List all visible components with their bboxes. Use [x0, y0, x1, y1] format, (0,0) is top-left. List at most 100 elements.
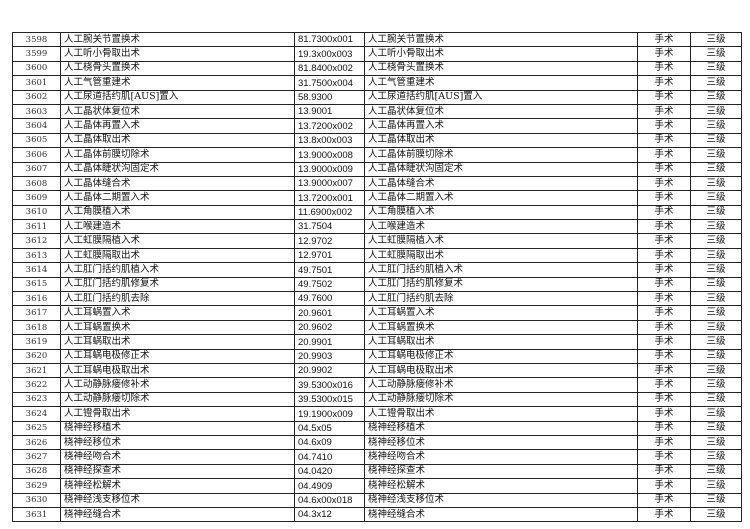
procedure-name-2: 人工耳蜗置换术	[364, 319, 638, 336]
level: 三级	[690, 204, 742, 221]
level: 三级	[690, 506, 742, 523]
row-number: 3617	[12, 305, 61, 321]
procedure-name: 人工尿道括约肌[AUS]置入	[60, 89, 295, 105]
category: 手术	[637, 334, 691, 350]
table-row: 3602 人工尿道括约肌[AUS]置入 58.9300 人工尿道括约肌[AUS]置入手…	[12, 89, 742, 105]
procedure-code: 13.8x00x003	[294, 132, 365, 149]
procedure-name: 人工气管重建术	[60, 75, 295, 91]
table-row: 3614 人工肛门括约肌植入术 49.7501 人工肛门括约肌植入术 手术 三级	[12, 262, 742, 278]
row-number: 3600	[12, 60, 61, 77]
level: 三级	[690, 478, 742, 494]
category: 手术	[637, 89, 691, 105]
procedure-name-2: 人工听小骨取出术	[364, 46, 638, 62]
row-number: 3630	[12, 492, 61, 508]
table-row: 3607 人工晶体睫状沟固定术 13.9000x009 人工晶体睫状沟固定术 手术 三级	[12, 161, 742, 177]
level: 三级	[690, 190, 742, 206]
procedure-name-2: 人工耳蜗取出术	[364, 334, 638, 350]
category: 手术	[637, 434, 691, 451]
level: 三级	[690, 276, 742, 293]
procedure-name-2: 人工虹膜隔植入术	[364, 233, 638, 249]
row-number: 3613	[12, 247, 61, 264]
category: 手术	[637, 276, 691, 293]
category: 手术	[637, 291, 691, 307]
procedure-code: 31.7504	[294, 219, 365, 235]
category: 手术	[637, 406, 691, 422]
table-row: 3617 人工耳蜗置入术 20.9601 人工耳蜗置入术 手术 三级	[12, 305, 742, 321]
procedure-name: 人工虹膜隔植入术	[60, 233, 295, 249]
procedure-name-2: 人工晶体前膜切除术	[364, 147, 638, 163]
procedure-name-2: 人工晶体取出术	[364, 132, 638, 149]
procedure-name-2: 人工角膜植入术	[364, 204, 638, 221]
level: 三级	[690, 362, 742, 379]
procedure-name: 人工动静脉瘘切除术	[60, 391, 295, 408]
procedure-code: 81.8400x002	[294, 60, 365, 77]
procedure-code: 49.7600	[294, 291, 365, 307]
level: 三级	[690, 406, 742, 422]
row-number: 3628	[12, 463, 61, 480]
procedure-name-2: 人工尿道括约肌[AUS]置入	[364, 89, 638, 105]
procedure-name-2: 人工动静脉瘘切除术	[364, 391, 638, 408]
table-row: 3629 桡神经松解术 04.4909 桡神经松解术 手术 三级	[12, 478, 742, 494]
category: 手术	[637, 190, 691, 206]
level: 三级	[690, 161, 742, 177]
level: 三级	[690, 377, 742, 393]
table-row: 3620 人工耳蜗电极修正术 20.9903 人工耳蜗电极修正术 手术 三级	[12, 348, 742, 364]
procedure-name-2: 桡神经松解术	[364, 478, 638, 494]
table-row: 3599 人工听小骨取出术 19.3x00x003 人工听小骨取出术 手术 三级	[12, 46, 742, 62]
procedure-code: 31.7500x004	[294, 75, 365, 91]
procedure-name: 人工晶状体复位术	[60, 103, 295, 120]
table-row: 3624 人工镫骨取出术 19.1900x009 人工镫骨取出术 手术 三级	[12, 406, 742, 422]
procedure-name: 桡神经浅支移位术	[60, 492, 295, 508]
procedure-name: 人工腕关节置换术	[60, 31, 295, 48]
table-row: 3608 人工晶体缝合术 13.9000x007 人工晶体缝合术 手术 三级	[12, 175, 742, 192]
row-number: 3602	[12, 89, 61, 105]
row-number: 3603	[12, 103, 61, 120]
procedure-code: 04.6x09	[294, 434, 365, 451]
procedure-code: 04.5x05	[294, 420, 365, 436]
procedure-code: 13.7200x002	[294, 118, 365, 134]
procedure-name-2: 桡神经移位术	[364, 434, 638, 451]
procedure-name: 人工晶体前膜切除术	[60, 147, 295, 163]
procedure-code: 20.9602	[294, 319, 365, 336]
table-row: 3618 人工耳蜗置换术 20.9602 人工耳蜗置换术 手术 三级	[12, 319, 742, 336]
category: 手术	[637, 478, 691, 494]
procedure-name-2: 人工动静脉瘘修补术	[364, 377, 638, 393]
level: 三级	[690, 420, 742, 436]
procedure-code: 13.7200x001	[294, 190, 365, 206]
table-row: 3601 人工气管重建术 31.7500x004 人工气管重建术 手术 三级	[12, 75, 742, 91]
procedure-code: 04.4909	[294, 478, 365, 494]
procedure-name-2: 桡神经移植术	[364, 420, 638, 436]
procedure-name-2: 人工镫骨取出术	[364, 406, 638, 422]
procedure-code: 20.9902	[294, 362, 365, 379]
procedure-name-2: 人工气管重建术	[364, 75, 638, 91]
procedure-name: 人工耳蜗取出术	[60, 334, 295, 350]
table-row: 3603 人工晶状体复位术 13.9001 人工晶状体复位术 手术 三级	[12, 103, 742, 120]
row-number: 3625	[12, 420, 61, 436]
procedure-name: 人工肛门括约肌修复术	[60, 276, 295, 293]
level: 三级	[690, 60, 742, 77]
category: 手术	[637, 31, 691, 48]
level: 三级	[690, 449, 742, 465]
procedure-name-2: 人工桡骨头置换术	[364, 60, 638, 77]
row-number: 3619	[12, 334, 61, 350]
procedure-name-2: 人工肛门括约肌修复术	[364, 276, 638, 293]
procedure-code: 19.3x00x003	[294, 46, 365, 62]
category: 手术	[637, 506, 691, 523]
procedure-name: 桡神经吻合术	[60, 449, 295, 465]
table-row: 3628 桡神经探查术 04.0420 桡神经探查术 手术 三级	[12, 463, 742, 480]
category: 手术	[637, 204, 691, 221]
level: 三级	[690, 305, 742, 321]
table-row: 3615 人工肛门括约肌修复术 49.7502 人工肛门括约肌修复术 手术 三级	[12, 276, 742, 293]
level: 三级	[690, 46, 742, 62]
procedure-name: 人工角膜植入术	[60, 204, 295, 221]
procedure-name-2: 桡神经吻合术	[364, 449, 638, 465]
level: 三级	[690, 132, 742, 149]
row-number: 3618	[12, 319, 61, 336]
table-row: 3598 人工腕关节置换术 81.7300x001 人工腕关节置换术 手术 三级	[12, 31, 742, 48]
category: 手术	[637, 391, 691, 408]
category: 手术	[637, 262, 691, 278]
row-number: 3623	[12, 391, 61, 408]
category: 手术	[637, 132, 691, 149]
procedure-name: 人工喉建造术	[60, 219, 295, 235]
procedure-name-2: 人工耳蜗电极修正术	[364, 348, 638, 364]
